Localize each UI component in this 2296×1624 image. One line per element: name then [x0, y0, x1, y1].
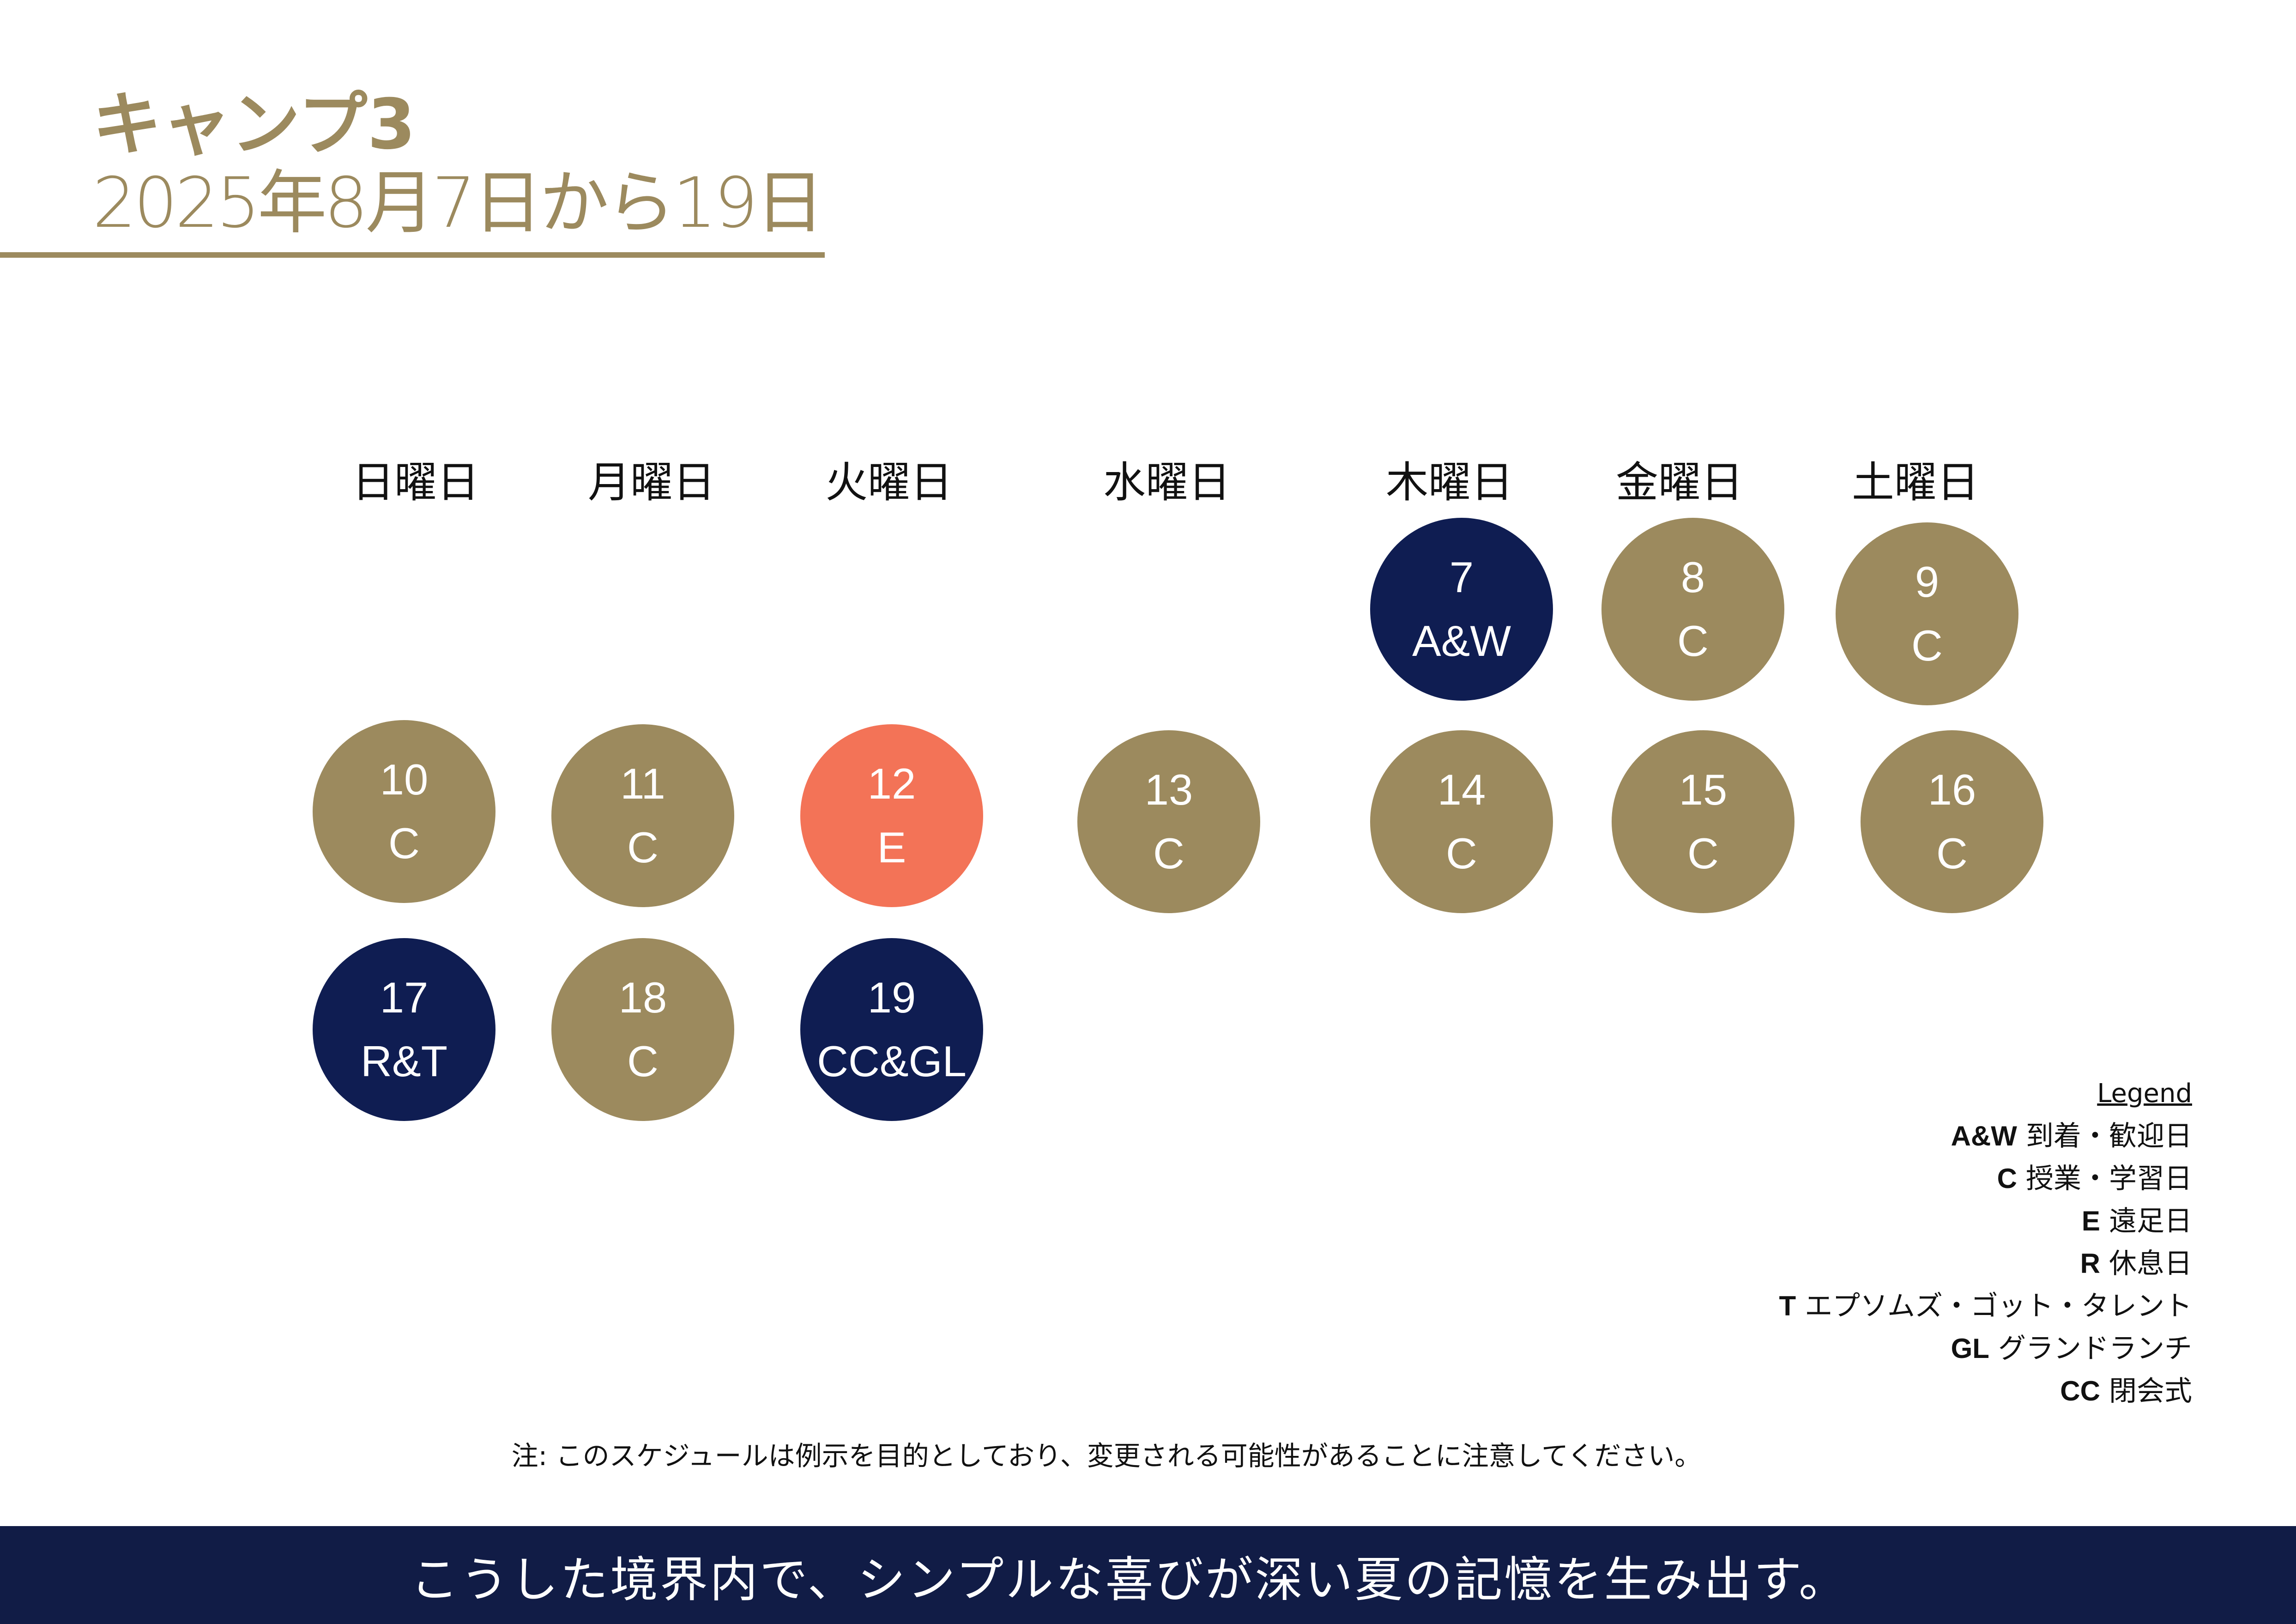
- legend-label: 授業・学習日: [2026, 1163, 2192, 1195]
- day-circle: 18 C: [551, 938, 734, 1121]
- weekday-sunday: 日曜日: [351, 458, 480, 507]
- title-divider: [0, 252, 825, 258]
- day-number: 16: [1927, 765, 1976, 814]
- weekday-thursday: 木曜日: [1385, 458, 1514, 507]
- day-number: 7: [1449, 553, 1474, 601]
- legend-code: GL: [1951, 1333, 1989, 1364]
- schedule-note: 注: このスケジュールは例示を目的としており、変更される可能性があることに注意し…: [511, 1440, 1702, 1472]
- date-range: 2025年8月7日から19日: [92, 163, 824, 243]
- day-code: C: [1911, 621, 1943, 670]
- day-code: C: [1687, 829, 1719, 878]
- day-number: 17: [380, 973, 429, 1022]
- day-number: 18: [618, 973, 667, 1022]
- legend-code: CC: [2060, 1376, 2100, 1406]
- day-code: C: [627, 1037, 659, 1085]
- day-code: A&W: [1412, 617, 1511, 665]
- weekday-friday: 金曜日: [1615, 458, 1744, 507]
- day-code: C: [1677, 617, 1709, 665]
- day-code: E: [877, 823, 906, 872]
- legend-item: R 休息日: [1779, 1242, 2192, 1285]
- legend-item: E 遠足日: [1779, 1200, 2192, 1242]
- legend-code: C: [1997, 1163, 2017, 1194]
- day-number: 15: [1679, 765, 1728, 814]
- legend-item: CC 閉会式: [1779, 1370, 2192, 1412]
- day-number: 14: [1437, 765, 1486, 814]
- day-number: 11: [620, 759, 665, 808]
- day-number: 10: [380, 755, 429, 804]
- weekday-wednesday: 水曜日: [1103, 458, 1231, 507]
- day-circle: 10 C: [313, 720, 495, 903]
- day-circle: 11 C: [551, 724, 734, 907]
- weekday-saturday: 土曜日: [1851, 458, 1980, 507]
- weekday-tuesday: 火曜日: [825, 458, 953, 507]
- legend-label: エプソムズ・ゴット・タレント: [1805, 1290, 2192, 1322]
- legend-item: A&W 到着・歓迎日: [1779, 1115, 2192, 1157]
- legend: Legend A&W 到着・歓迎日 C 授業・学習日 E 遠足日 R 休息日 T エプソ…: [1779, 1073, 2192, 1412]
- day-code: C: [627, 823, 659, 872]
- legend-label: 閉会式: [2109, 1375, 2192, 1407]
- day-code: R&T: [361, 1037, 447, 1085]
- legend-item: GL グランドランチ: [1779, 1327, 2192, 1370]
- day-number: 13: [1144, 765, 1193, 814]
- legend-label: グランドランチ: [1998, 1333, 2192, 1365]
- legend-code: A&W: [1951, 1121, 2017, 1151]
- day-code: CC&GL: [817, 1037, 967, 1085]
- legend-code: R: [2080, 1248, 2100, 1279]
- day-circle: 12 E: [800, 724, 983, 907]
- day-code: C: [388, 819, 420, 867]
- day-code: C: [1153, 829, 1184, 878]
- legend-item: C 授業・学習日: [1779, 1157, 2192, 1200]
- day-circle: 7 A&W: [1370, 518, 1553, 701]
- day-number: 9: [1915, 557, 1940, 606]
- legend-code: T: [1779, 1291, 1796, 1321]
- legend-title: Legend: [2097, 1079, 2192, 1109]
- legend-code: E: [2081, 1206, 2100, 1236]
- day-code: C: [1446, 829, 1477, 878]
- page-title: キャンプ3: [92, 85, 416, 165]
- legend-label: 休息日: [2109, 1248, 2192, 1280]
- day-circle: 17 R&T: [313, 938, 495, 1121]
- footer-text: こうした境界内で、シンプルな喜びが深い夏の記憶を生み出す。: [410, 1551, 1849, 1608]
- day-circle: 16 C: [1861, 730, 2043, 913]
- day-circle: 19 CC&GL: [800, 938, 983, 1121]
- legend-label: 到着・歓迎日: [2026, 1120, 2192, 1152]
- day-circle: 14 C: [1370, 730, 1553, 913]
- legend-label: 遠足日: [2109, 1205, 2192, 1237]
- day-code: C: [1936, 829, 1968, 878]
- footer-banner: こうした境界内で、シンプルな喜びが深い夏の記憶を生み出す。: [0, 1526, 2296, 1624]
- day-circle: 15 C: [1612, 730, 1795, 913]
- legend-item: T エプソムズ・ゴット・タレント: [1779, 1285, 2192, 1327]
- day-number: 12: [867, 759, 916, 808]
- day-number: 8: [1680, 553, 1705, 601]
- weekday-monday: 月曜日: [587, 458, 716, 507]
- day-number: 19: [867, 973, 916, 1022]
- day-circle: 13 C: [1077, 730, 1260, 913]
